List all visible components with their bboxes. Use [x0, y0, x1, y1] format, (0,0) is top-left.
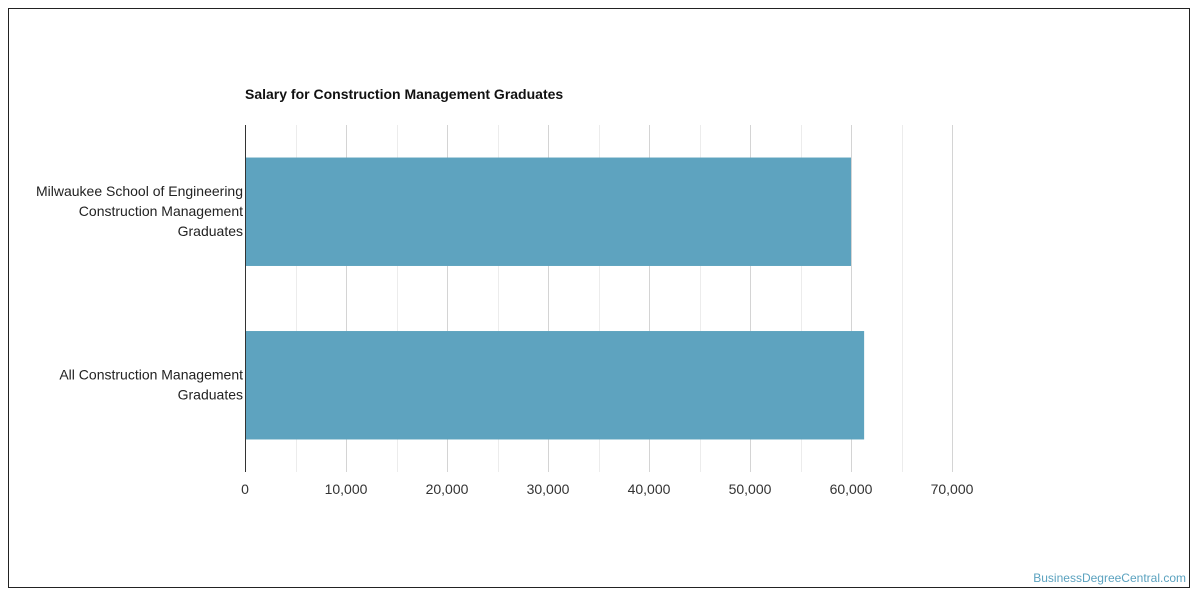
category-labels: Milwaukee School of Engineering Construct… — [36, 182, 243, 402]
x-tick-label: 0 — [241, 481, 249, 497]
category-label-line: Graduates — [178, 222, 243, 238]
watermark: BusinessDegreeCentral.com — [1033, 571, 1186, 585]
bar — [245, 331, 865, 440]
category-label: All Construction Management Graduates — [59, 366, 243, 402]
category-label-line: Milwaukee School of Engineering — [36, 182, 243, 198]
category-label-line: All Construction Management — [59, 366, 243, 382]
x-tick-label: 70,000 — [931, 481, 974, 497]
bars — [245, 157, 865, 440]
x-tick-label: 10,000 — [325, 481, 368, 497]
x-tick-label: 40,000 — [628, 481, 671, 497]
x-tick-label: 30,000 — [527, 481, 570, 497]
x-tick-label: 60,000 — [830, 481, 873, 497]
tick-labels: 0 10,000 20,000 30,000 40,000 50,000 60,000 70,… — [241, 481, 974, 497]
bar — [245, 157, 851, 266]
category-label-line: Graduates — [178, 386, 243, 402]
category-label-line: Construction Management — [79, 202, 243, 218]
category-label: Milwaukee School of Engineering Construct… — [36, 182, 243, 238]
x-tick-label: 20,000 — [426, 481, 469, 497]
x-tick-label: 50,000 — [729, 481, 772, 497]
chart-title: Salary for Construction Management Gradu… — [245, 86, 564, 102]
